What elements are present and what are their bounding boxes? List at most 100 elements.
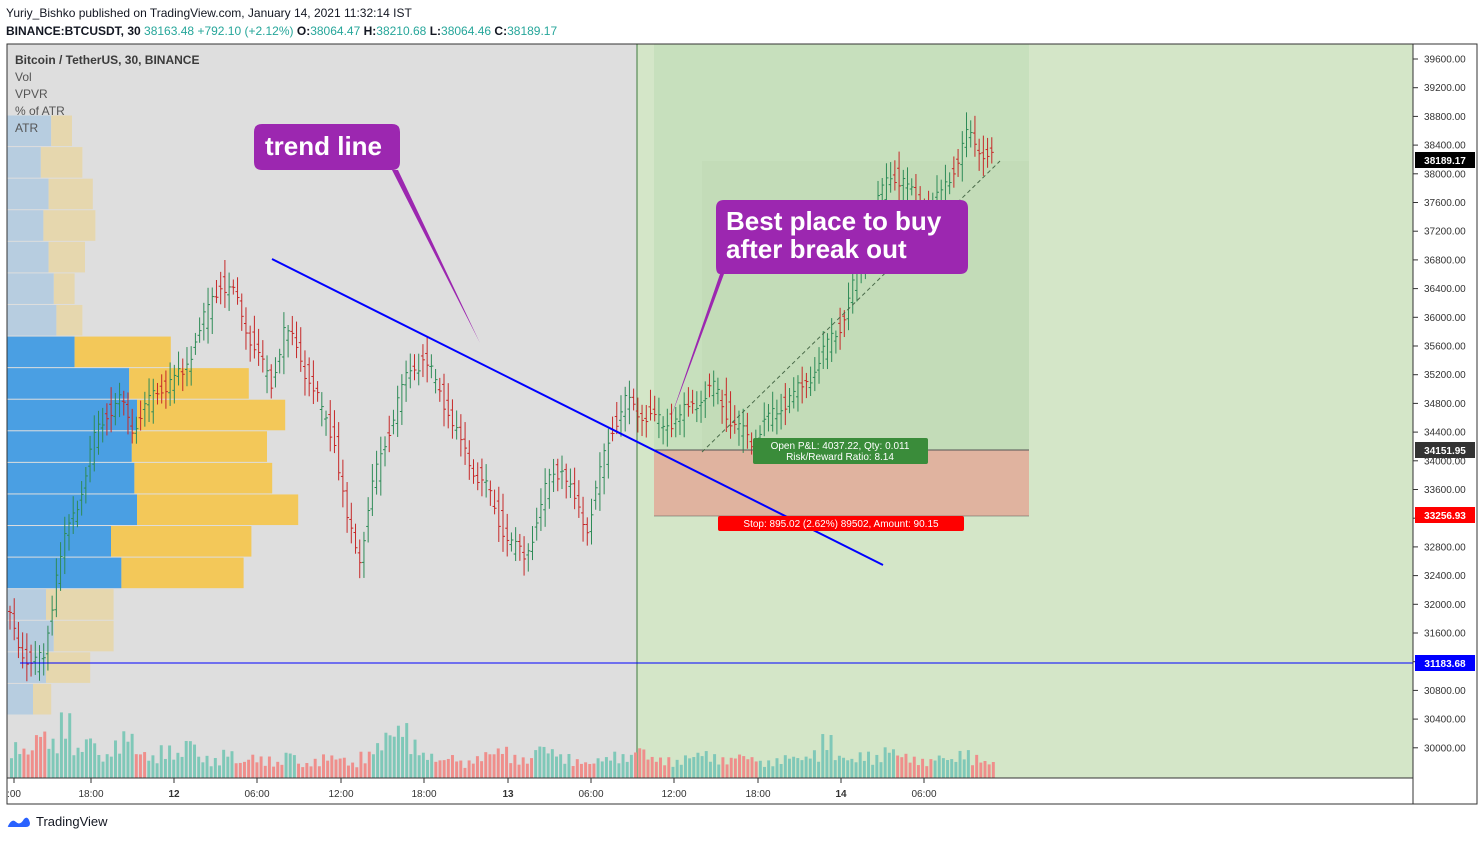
volume-bar (434, 761, 438, 778)
volume-bar (168, 745, 172, 778)
volume-bar (276, 761, 280, 778)
candle (125, 392, 130, 435)
y-tick-label: 37200.00 (1424, 227, 1466, 238)
footer-brand[interactable]: TradingView (36, 814, 108, 829)
volume-bar (758, 760, 762, 778)
candle (597, 452, 602, 511)
vp-down-bar (48, 178, 93, 210)
stop-label-box[interactable] (718, 516, 964, 531)
vp-up-bar (7, 494, 137, 526)
candle (627, 380, 632, 425)
volume-bar (534, 750, 538, 778)
candle (467, 440, 472, 480)
candle (484, 464, 489, 498)
vp-down-bar (137, 494, 299, 526)
volume-bar (180, 756, 184, 778)
position-pl-box[interactable] (753, 438, 928, 464)
volume-bar (613, 751, 617, 778)
candle (581, 496, 586, 542)
volume-bar (563, 763, 567, 778)
volume-bar (733, 758, 737, 778)
candle (383, 436, 388, 467)
candle (8, 605, 12, 630)
candle (189, 346, 194, 386)
volume-bar (80, 751, 84, 778)
volume-bar (530, 758, 534, 778)
volume-bar (330, 755, 334, 778)
candle (602, 443, 607, 495)
volume-bar (804, 756, 808, 778)
volume-bar (401, 736, 405, 778)
volume-bar (617, 763, 621, 778)
volume-bar (629, 754, 633, 778)
legend-vol[interactable]: Vol (15, 70, 32, 84)
candle (888, 162, 893, 193)
tradingview-logo-icon (7, 817, 30, 827)
candle (804, 372, 809, 399)
candle (593, 480, 598, 510)
candle (985, 137, 990, 168)
volume-bar (946, 760, 950, 778)
volume-bar (505, 746, 509, 778)
y-tick-label: 38400.00 (1424, 141, 1466, 152)
candle (526, 543, 531, 572)
volume-bar (667, 757, 671, 778)
buy-callout-line1: Best place to buy (726, 206, 942, 236)
open-value: 38064.47 (310, 24, 361, 38)
volume-bar (222, 749, 226, 778)
volume-bar (754, 761, 758, 778)
candle (800, 366, 805, 404)
support-price-tag (1415, 655, 1475, 671)
legend-atr-pct[interactable]: % of ATR (15, 104, 65, 118)
volume-bar (218, 765, 221, 778)
y-tick-label: 36000.00 (1424, 313, 1466, 324)
legend-symbol[interactable]: Bitcoin / TetherUS, 30, BINANCE (15, 53, 199, 67)
volume-bar (767, 760, 771, 778)
legend-atr[interactable]: ATR (15, 121, 38, 135)
candle (197, 317, 202, 343)
candle (505, 513, 510, 557)
candle (724, 377, 729, 432)
candle (509, 532, 514, 552)
volume-bar (862, 760, 866, 778)
volume-bar (475, 756, 479, 778)
volume-bar (625, 761, 629, 778)
vp-up-bar (7, 526, 111, 557)
volume-bar (867, 751, 870, 778)
volume-bar (812, 750, 816, 778)
candle (138, 400, 143, 431)
volume-bar (671, 766, 675, 778)
vp-down-bar (46, 652, 91, 683)
volume-bar (688, 758, 692, 778)
volume-bar (301, 767, 305, 778)
volume-bar (396, 725, 400, 778)
candle (568, 468, 573, 499)
volume-bar (292, 755, 296, 778)
candle (677, 404, 682, 436)
vp-up-bar (7, 115, 52, 147)
candle (479, 458, 484, 497)
candle (336, 422, 341, 481)
volume-bar (342, 757, 346, 778)
legend-vpvr[interactable]: VPVR (15, 87, 48, 101)
trend-line[interactable] (271, 258, 884, 566)
vp-down-bar (111, 526, 252, 557)
volume-bar (284, 752, 288, 778)
time-axis[interactable]: :00 18:00 12 06:00 12:00 18:00 13 06:00 12:00 18:… (7, 778, 937, 800)
volume-bar (39, 736, 43, 778)
candle (897, 151, 902, 203)
volume-bar (247, 759, 251, 778)
candle (501, 493, 505, 552)
volume-bar (184, 740, 188, 778)
volume-bar (122, 731, 126, 778)
volume-bar (983, 760, 987, 778)
volume-bar (334, 759, 338, 778)
volume-bar (234, 763, 238, 778)
candle (538, 488, 543, 531)
volume-bar (550, 749, 554, 778)
candle (640, 404, 645, 437)
volume-bar (297, 763, 301, 778)
candle (564, 463, 569, 499)
volume-bar (155, 763, 159, 778)
